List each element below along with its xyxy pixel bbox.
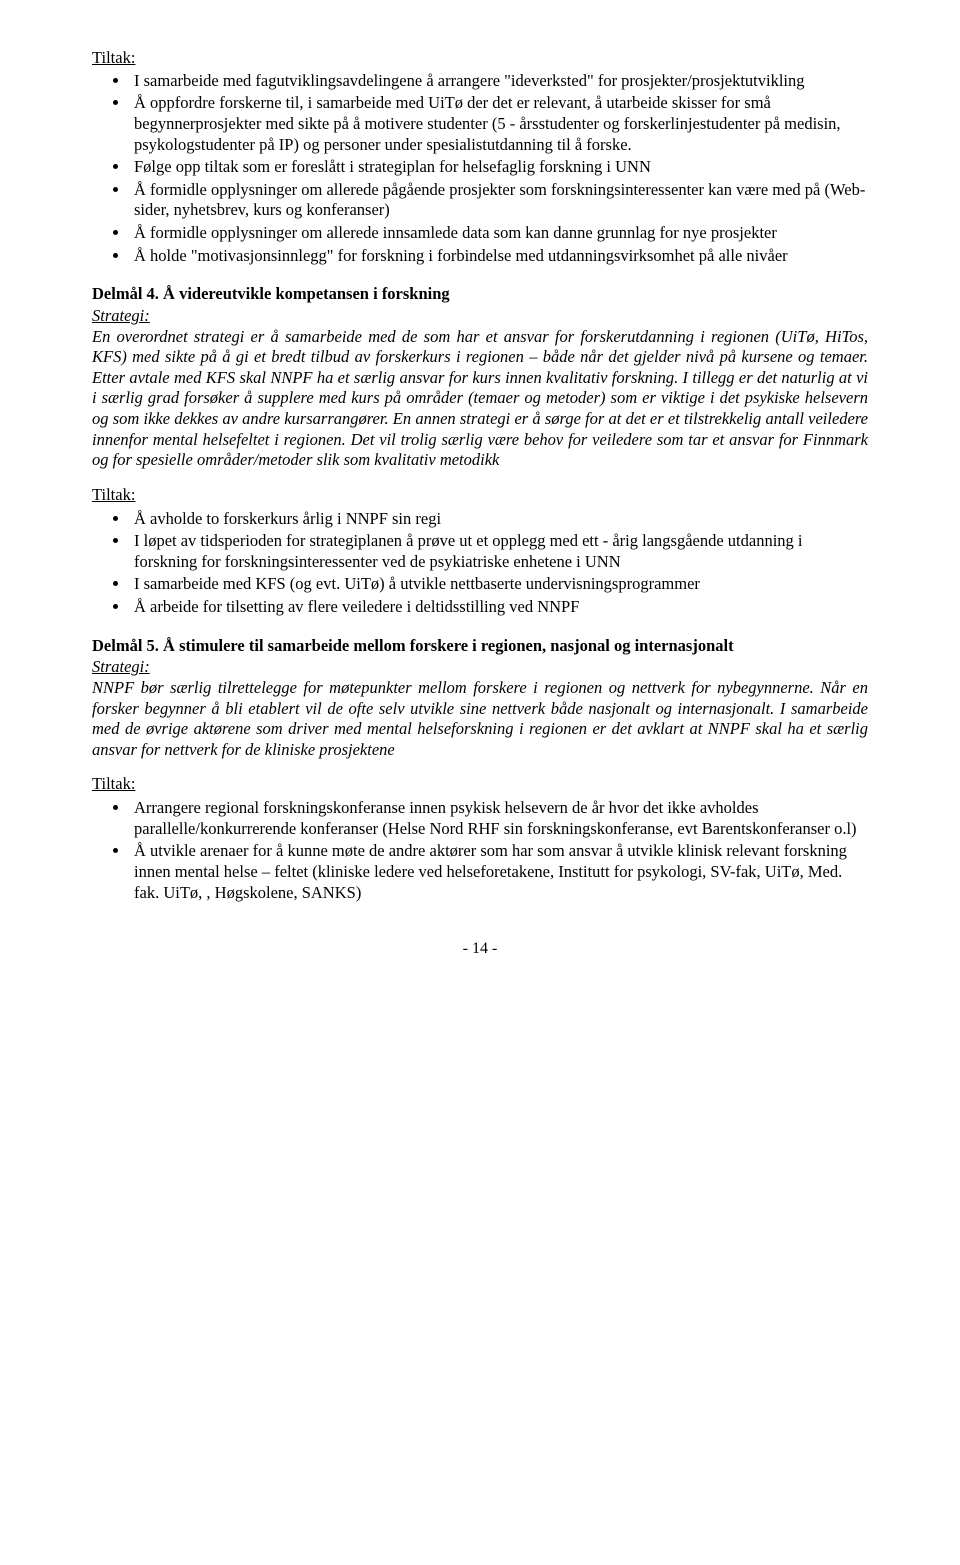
list-item: I samarbeide med fagutviklingsavdelingen… (130, 71, 868, 92)
list-item: I samarbeide med KFS (og evt. UiTø) å ut… (130, 574, 868, 595)
tiltak-section-2: Tiltak: Å avholde to forskerkurs årlig i… (92, 485, 868, 618)
list-item: Å oppfordre forskerne til, i samarbeide … (130, 93, 868, 155)
page-number: - 14 - (92, 939, 868, 959)
tiltak-list-3: Arrangere regional forskningskonferanse … (130, 798, 868, 903)
delmal4-heading: Delmål 4. Å videreutvikle kompetansen i … (92, 284, 868, 305)
tiltak-label-2: Tiltak: (92, 485, 868, 506)
list-item: Arrangere regional forskningskonferanse … (130, 798, 868, 839)
list-item: Å formidle opplysninger om allerede inns… (130, 223, 868, 244)
tiltak-section-1: Tiltak: I samarbeide med fagutviklingsav… (92, 48, 868, 266)
delmal5-section: Delmål 5. Å stimulere til samarbeide mel… (92, 636, 868, 761)
list-item: Å utvikle arenaer for å kunne møte de an… (130, 841, 868, 903)
strategy-label-5: Strategi: (92, 657, 868, 678)
list-item: Å arbeide for tilsetting av flere veiled… (130, 597, 868, 618)
delmal5-strategy-body: NNPF bør særlig tilrettelegge for møtepu… (92, 678, 868, 761)
list-item: I løpet av tidsperioden for strategiplan… (130, 531, 868, 572)
tiltak-section-3: Tiltak: Arrangere regional forskningskon… (92, 774, 868, 903)
list-item: Følge opp tiltak som er foreslått i stra… (130, 157, 868, 178)
strategy-label-4: Strategi: (92, 306, 868, 327)
delmal4-strategy-body: En overordnet strategi er å samarbeide m… (92, 327, 868, 471)
list-item: Å holde "motivasjonsinnlegg" for forskni… (130, 246, 868, 267)
delmal5-heading: Delmål 5. Å stimulere til samarbeide mel… (92, 636, 868, 657)
list-item: Å formidle opplysninger om allerede pågå… (130, 180, 868, 221)
tiltak-list-2: Å avholde to forskerkurs årlig i NNPF si… (130, 509, 868, 618)
tiltak-list-1: I samarbeide med fagutviklingsavdelingen… (130, 71, 868, 267)
tiltak-label-3: Tiltak: (92, 774, 868, 795)
delmal4-section: Delmål 4. Å videreutvikle kompetansen i … (92, 284, 868, 471)
tiltak-label-1: Tiltak: (92, 48, 868, 69)
list-item: Å avholde to forskerkurs årlig i NNPF si… (130, 509, 868, 530)
